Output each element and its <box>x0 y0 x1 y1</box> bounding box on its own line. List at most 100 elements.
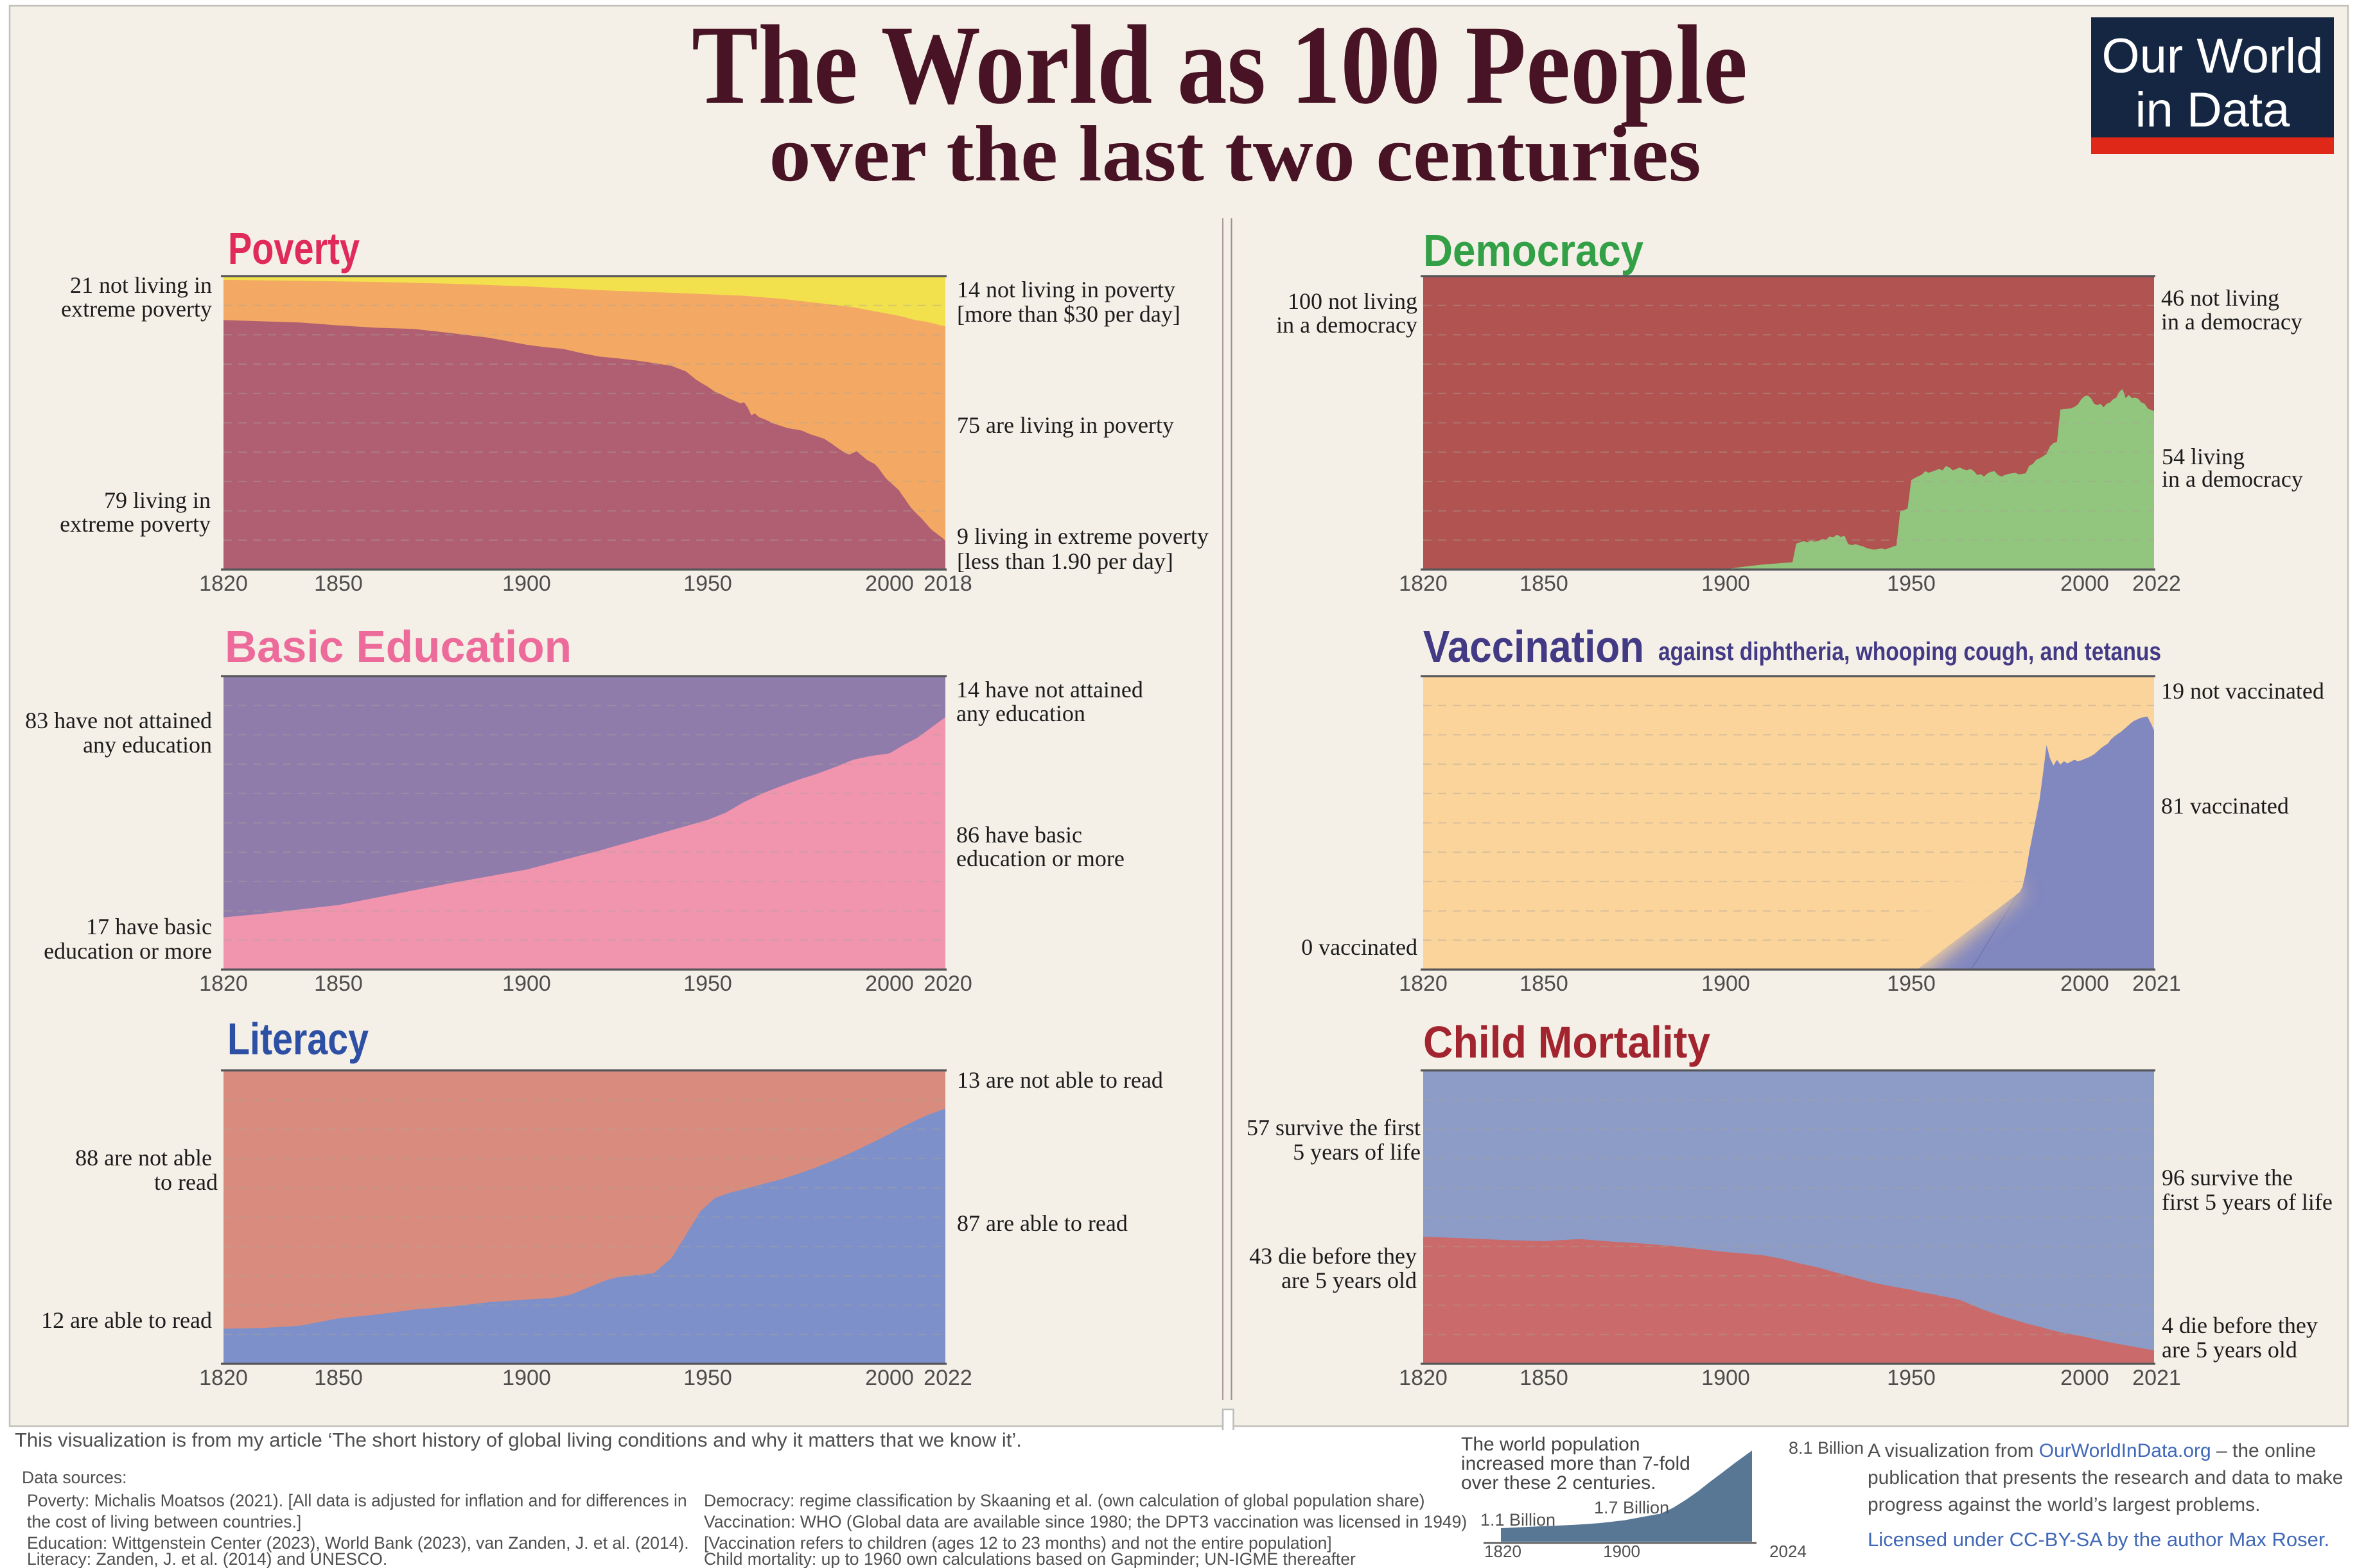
svg-text:54 living: 54 living <box>2162 444 2245 469</box>
svg-text:Literacy: Literacy <box>227 1014 369 1064</box>
svg-text:in a democracy: in a democracy <box>2161 309 2302 335</box>
svg-text:1950: 1950 <box>1887 571 1936 596</box>
svg-text:8.1 Billion: 8.1 Billion <box>1789 1438 1864 1458</box>
svg-text:in a democracy: in a democracy <box>1276 312 1417 338</box>
svg-text:extreme poverty: extreme poverty <box>61 296 212 322</box>
svg-text:2000: 2000 <box>865 571 914 596</box>
svg-text:1950: 1950 <box>683 571 732 596</box>
svg-text:1900: 1900 <box>1603 1542 1640 1561</box>
svg-text:first 5 years of life: first 5 years of life <box>2162 1189 2333 1215</box>
svg-text:2020: 2020 <box>924 971 972 996</box>
svg-text:86 have basic: 86 have basic <box>956 822 1082 848</box>
svg-text:1900: 1900 <box>502 1366 551 1390</box>
svg-text:Basic Education: Basic Education <box>225 622 572 672</box>
svg-text:2000: 2000 <box>2060 571 2109 596</box>
svg-text:Education: Wittgenstein Center: Education: Wittgenstein Center (2023), W… <box>27 1533 689 1553</box>
svg-text:19 not vaccinated: 19 not vaccinated <box>2161 678 2324 704</box>
svg-text:1820: 1820 <box>1484 1542 1521 1561</box>
svg-text:81 vaccinated: 81 vaccinated <box>2161 793 2289 819</box>
svg-text:14 not living in poverty: 14 not living in poverty <box>957 277 1175 302</box>
svg-text:progress against the world’s l: progress against the world’s largest pro… <box>1868 1494 2260 1515</box>
svg-text:100 not living: 100 not living <box>1288 288 1417 314</box>
svg-text:the cost of living between cou: the cost of living between countries.] <box>27 1512 301 1531</box>
svg-text:2000: 2000 <box>865 971 914 996</box>
svg-text:Data sources:: Data sources: <box>22 1468 127 1487</box>
svg-text:1820: 1820 <box>1399 971 1448 996</box>
svg-text:96 survive the: 96 survive the <box>2162 1165 2293 1190</box>
svg-text:This visualization is from my: This visualization is from my article ‘T… <box>15 1429 1022 1451</box>
svg-text:Child Mortality: Child Mortality <box>1423 1017 1710 1067</box>
svg-text:4 die before they: 4 die before they <box>2162 1312 2318 1338</box>
svg-text:5 years of life: 5 years of life <box>1293 1139 1421 1165</box>
svg-text:2024: 2024 <box>1769 1542 1807 1561</box>
svg-text:Democracy: regime classificati: Democracy: regime classification by Skaa… <box>704 1491 1424 1510</box>
svg-text:46 not living: 46 not living <box>2161 285 2279 311</box>
svg-text:1850: 1850 <box>1520 571 1568 596</box>
svg-text:over these 2 centuries.: over these 2 centuries. <box>1461 1472 1656 1494</box>
svg-text:1820: 1820 <box>1399 1366 1448 1390</box>
svg-text:A visualization from OurWorldI: A visualization from OurWorldInData.org … <box>1868 1440 2316 1461</box>
svg-text:Poverty: Michalis Moatsos (202: Poverty: Michalis Moatsos (2021). [All d… <box>27 1491 687 1510</box>
svg-text:[Vaccination refers to childre: [Vaccination refers to children (ages 12… <box>704 1533 1332 1553</box>
svg-text:2021: 2021 <box>2132 1366 2181 1390</box>
svg-text:Literacy: Zanden, J. et al. (: Literacy: Zanden, J. et al. (2014) and U… <box>27 1549 387 1568</box>
svg-text:2022: 2022 <box>2132 571 2181 596</box>
svg-text:14 have not attained: 14 have not attained <box>956 677 1143 702</box>
svg-text:2000: 2000 <box>2060 971 2109 996</box>
svg-text:[less than 1.90 per day]: [less than 1.90 per day] <box>957 548 1173 574</box>
svg-text:2022: 2022 <box>924 1366 972 1390</box>
svg-text:0 vaccinated: 0 vaccinated <box>1301 934 1417 960</box>
svg-text:2000: 2000 <box>2060 1366 2109 1390</box>
svg-text:57 survive the first: 57 survive the first <box>1247 1115 1421 1140</box>
svg-text:2021: 2021 <box>2132 971 2181 996</box>
svg-text:13 are not able to read: 13 are not able to read <box>957 1067 1163 1093</box>
svg-text:any education: any education <box>83 732 212 758</box>
svg-text:in Data: in Data <box>2135 83 2291 137</box>
svg-text:Licensed under CC-BY-SA by the: Licensed under CC-BY-SA by the author Ma… <box>1868 1528 2329 1551</box>
svg-text:1.7 Billion: 1.7 Billion <box>1594 1498 1669 1517</box>
svg-text:2000: 2000 <box>865 1366 914 1390</box>
svg-text:87 are able to read: 87 are able to read <box>957 1210 1128 1236</box>
svg-text:any education: any education <box>956 701 1085 726</box>
svg-text:increased more than 7-fold: increased more than 7-fold <box>1461 1453 1690 1474</box>
svg-text:to read: to read <box>154 1169 218 1195</box>
svg-text:extreme poverty: extreme poverty <box>60 511 211 537</box>
svg-text:Child mortality: up to 1960 ow: Child mortality: up to 1960 own calculat… <box>704 1549 1356 1568</box>
svg-text:21 not living in: 21 not living in <box>70 272 212 298</box>
svg-text:Democracy: Democracy <box>1423 225 1643 275</box>
svg-text:1950: 1950 <box>683 1366 732 1390</box>
svg-text:9 living in extreme poverty: 9 living in extreme poverty <box>957 523 1209 549</box>
svg-text:1950: 1950 <box>1887 1366 1936 1390</box>
svg-text:[more than $30 per day]: [more than $30 per day] <box>957 301 1180 327</box>
svg-text:1900: 1900 <box>1701 971 1750 996</box>
svg-text:Poverty: Poverty <box>228 223 360 274</box>
svg-text:publication that presents the: publication that presents the research a… <box>1868 1467 2343 1488</box>
svg-text:1850: 1850 <box>1520 971 1568 996</box>
svg-text:1820: 1820 <box>199 571 248 596</box>
svg-text:83 have not attained: 83 have not attained <box>25 708 212 733</box>
svg-text:Our World: Our World <box>2102 29 2324 83</box>
svg-text:1850: 1850 <box>1520 1366 1568 1390</box>
svg-text:1950: 1950 <box>1887 971 1936 996</box>
svg-text:are 5 years old: are 5 years old <box>2162 1337 2297 1363</box>
svg-text:17 have basic: 17 have basic <box>86 914 212 939</box>
svg-text:1850: 1850 <box>314 971 363 996</box>
svg-text:12 are able to read: 12 are able to read <box>41 1307 212 1333</box>
svg-text:1850: 1850 <box>314 571 363 596</box>
svg-text:1.1 Billion: 1.1 Billion <box>1480 1510 1555 1529</box>
svg-text:The world population: The world population <box>1461 1434 1640 1455</box>
svg-text:1820: 1820 <box>199 1366 248 1390</box>
svg-text:1900: 1900 <box>502 571 551 596</box>
svg-text:education or more: education or more <box>956 846 1125 871</box>
svg-text:Vaccination: WHO (Global data: Vaccination: WHO (Global data are availa… <box>704 1512 1467 1531</box>
svg-text:75 are living in poverty: 75 are living in poverty <box>957 412 1174 438</box>
svg-text:79 living in: 79 living in <box>104 487 211 513</box>
svg-text:1900: 1900 <box>1701 571 1750 596</box>
svg-text:education or more: education or more <box>44 938 212 964</box>
svg-text:1820: 1820 <box>199 971 248 996</box>
svg-text:2018: 2018 <box>924 571 972 596</box>
svg-text:Vaccination: Vaccination <box>1423 622 1644 672</box>
svg-text:88 are not able: 88 are not able <box>75 1145 212 1171</box>
svg-text:1950: 1950 <box>683 971 732 996</box>
svg-text:are 5 years old: are 5 years old <box>1281 1267 1417 1293</box>
